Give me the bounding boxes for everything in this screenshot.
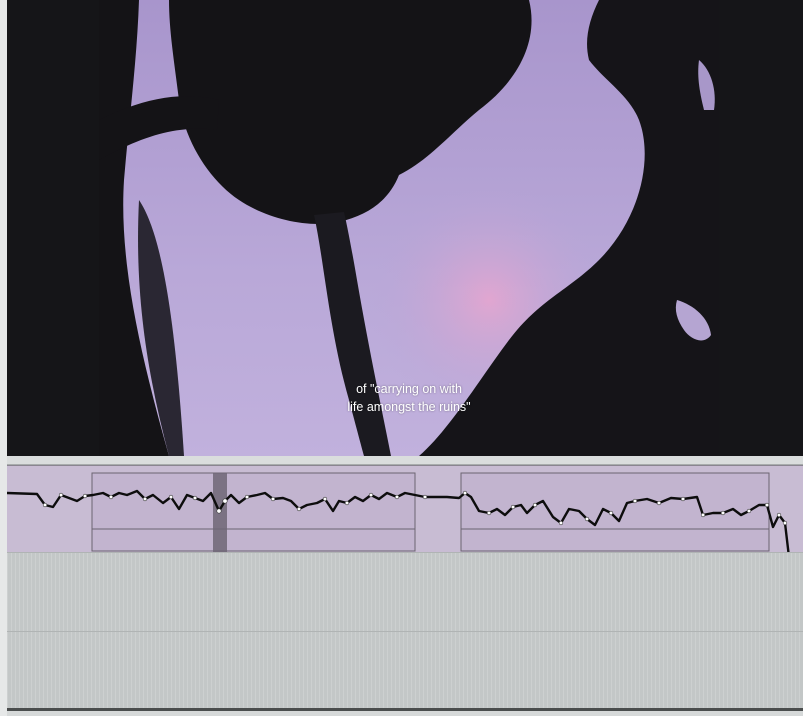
timeline-panel[interactable]	[7, 456, 803, 716]
audio-clip-1[interactable]	[91, 472, 416, 552]
window-edge	[0, 0, 7, 716]
video-frame: of "carrying on with life amongst the ru…	[99, 0, 719, 456]
empty-track-1[interactable]	[7, 552, 803, 631]
automation-keyframes[interactable]	[42, 490, 791, 552]
timeline-ruler[interactable]	[7, 456, 803, 465]
timeline-bottom-strip	[7, 711, 803, 716]
subtitle-caption: of "carrying on with life amongst the ru…	[99, 380, 719, 416]
audio-automation-track[interactable]	[7, 465, 803, 552]
video-viewer[interactable]: of "carrying on with life amongst the ru…	[7, 0, 803, 456]
subtitle-line-2: life amongst the ruins"	[347, 400, 471, 414]
empty-track-2[interactable]	[7, 631, 803, 709]
volume-automation-graph[interactable]	[7, 465, 803, 552]
video-image	[99, 0, 719, 456]
timeline-bottom-divider	[7, 708, 803, 711]
subtitle-line-1: of "carrying on with	[356, 382, 462, 396]
